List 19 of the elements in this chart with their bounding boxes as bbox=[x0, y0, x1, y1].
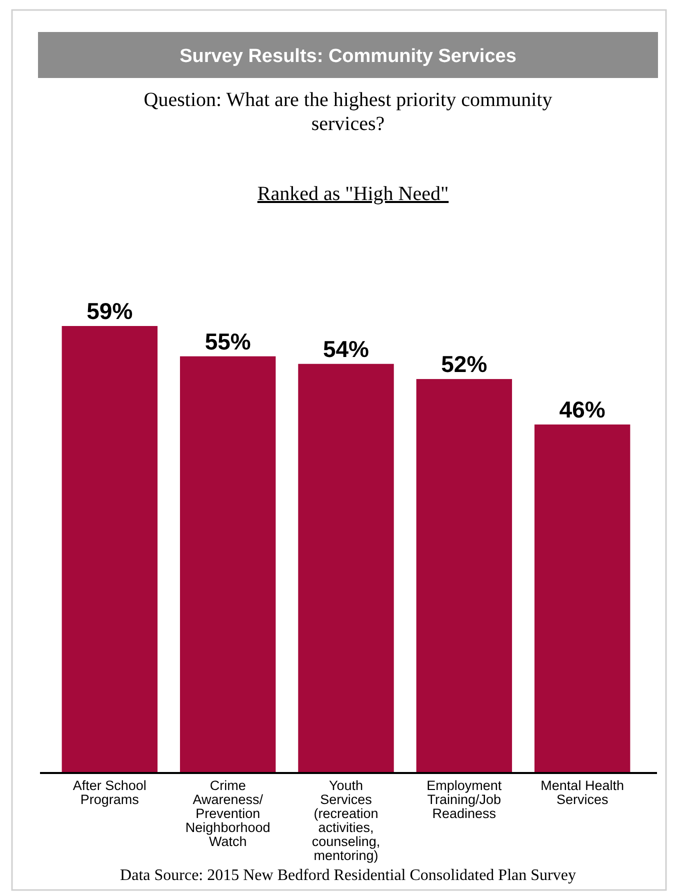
x-tick-label: Mental Health Services bbox=[540, 778, 624, 807]
bar bbox=[298, 364, 394, 773]
bar bbox=[62, 326, 158, 773]
x-tick-label: After School Programs bbox=[72, 778, 146, 807]
bar bbox=[416, 379, 512, 773]
x-tick-label: Crime Awareness/ Prevention Neighborhood Watch bbox=[185, 778, 270, 849]
data-label: 59% bbox=[86, 298, 133, 324]
data-label: 52% bbox=[441, 351, 488, 378]
chart-title: Survey Results: Community Services bbox=[180, 46, 516, 67]
bar bbox=[180, 356, 276, 773]
data-label: 46% bbox=[559, 396, 606, 422]
x-tick-label: Employment Training/Job Readiness bbox=[426, 778, 502, 821]
source-note: Data Source: 2015 New Bedford Residential Consolidated Plan Survey bbox=[120, 867, 576, 884]
text: Ranked as "High Need" bbox=[257, 183, 449, 205]
chart-subtitle: Question: What are the highest priority community services? bbox=[144, 89, 552, 135]
data-label: 55% bbox=[204, 328, 251, 354]
bar bbox=[534, 424, 630, 773]
data-label: 54% bbox=[322, 336, 370, 362]
x-tick-label: Youth Services (recreation activities, counseling, mentoring) bbox=[312, 778, 380, 863]
